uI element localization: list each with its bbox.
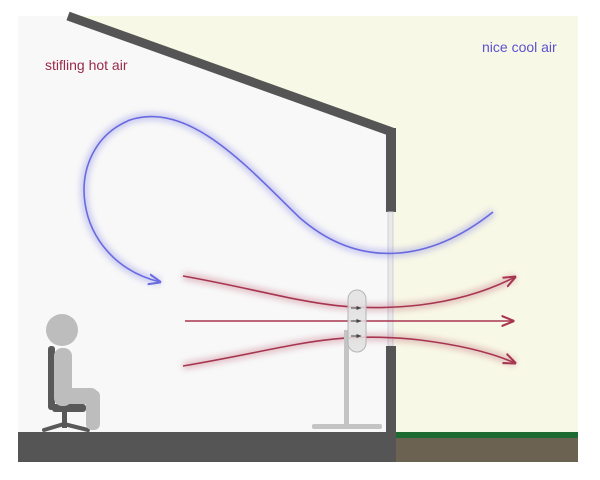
grass	[396, 432, 578, 438]
person	[46, 314, 100, 430]
cool-air-label: nice cool air	[482, 39, 557, 55]
hot-air-arrow-top	[182, 276, 515, 309]
chair-stem	[62, 410, 67, 428]
hot-air-arrow-bottom	[182, 336, 515, 367]
cool-air-flow	[80, 113, 496, 286]
chair-seat	[52, 404, 86, 412]
chair-back	[48, 346, 55, 410]
person-head	[46, 314, 78, 346]
fan-pole	[344, 330, 349, 426]
roof	[66, 11, 394, 137]
cool-air-arrow	[83, 115, 494, 282]
person-shin	[86, 390, 100, 430]
indoor-background	[18, 16, 388, 436]
window-opening	[387, 211, 394, 347]
floor	[18, 432, 396, 462]
outside-ground	[396, 436, 578, 462]
fan-base	[312, 424, 382, 429]
fan	[312, 289, 382, 429]
wall-upper	[386, 128, 396, 212]
chair	[42, 346, 90, 432]
chair-legs	[42, 421, 90, 432]
hot-air-label: stifling hot air	[45, 57, 128, 73]
wall-lower	[386, 346, 396, 436]
